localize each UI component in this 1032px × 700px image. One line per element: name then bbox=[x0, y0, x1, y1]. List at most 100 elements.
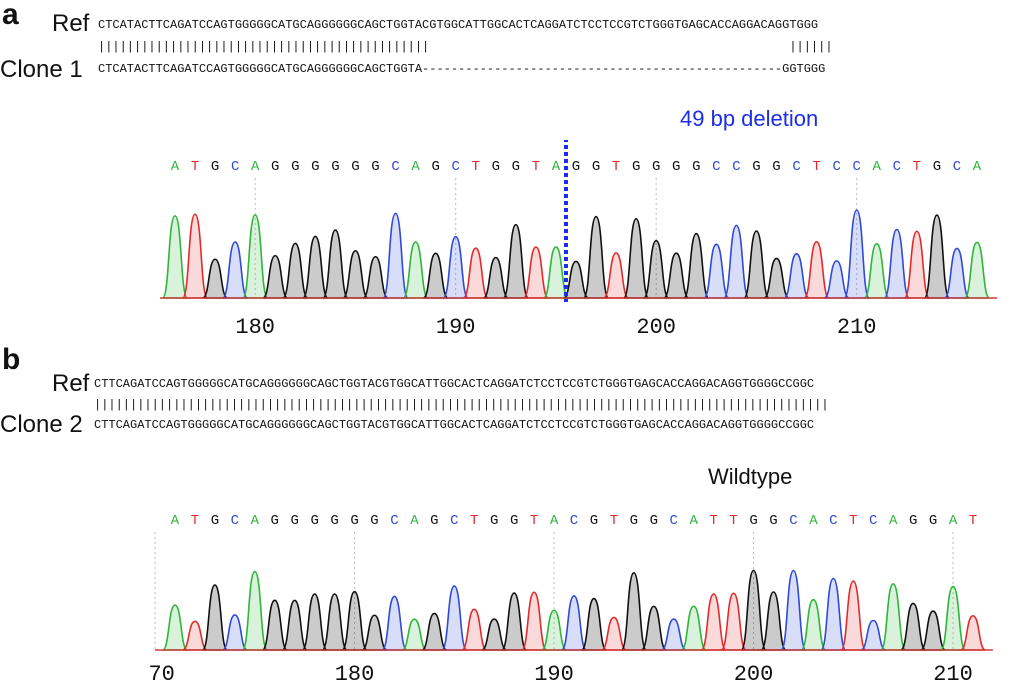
base-call-C: C bbox=[451, 159, 459, 175]
trace-peak-C bbox=[703, 243, 730, 299]
base-call-A: A bbox=[171, 513, 180, 529]
trace-peak-T bbox=[700, 593, 727, 651]
base-call-G: G bbox=[632, 159, 640, 175]
axis-tick-label: 170 bbox=[150, 662, 175, 687]
trace-peak-T bbox=[720, 592, 747, 651]
trace-peak-A bbox=[540, 609, 568, 651]
trace-peak-G bbox=[622, 217, 650, 299]
trace-peak-C bbox=[860, 619, 887, 651]
base-call-A: A bbox=[411, 159, 420, 175]
axis-tick-label: 180 bbox=[335, 662, 375, 687]
trace-peak-C bbox=[222, 614, 248, 651]
trace-peak-A bbox=[800, 598, 827, 651]
trace-peak-G bbox=[502, 223, 530, 299]
trace-peak-G bbox=[900, 602, 927, 651]
axis-tick-label: 210 bbox=[837, 315, 877, 340]
base-call-G: G bbox=[929, 513, 937, 529]
base-call-C: C bbox=[391, 159, 399, 175]
base-call-T: T bbox=[969, 513, 977, 529]
axis-tick-label: 180 bbox=[235, 315, 275, 340]
trace-peak-G bbox=[923, 214, 951, 299]
base-call-A: A bbox=[689, 513, 698, 529]
trace-peak-G bbox=[683, 232, 710, 299]
panel-b-letter: b bbox=[2, 343, 21, 376]
base-call-A: A bbox=[889, 513, 898, 529]
trace-peak-G bbox=[302, 235, 329, 299]
base-call-A: A bbox=[809, 513, 818, 529]
trace-peak-G bbox=[919, 610, 947, 651]
base-call-T: T bbox=[812, 159, 820, 175]
trace-peak-G bbox=[301, 593, 328, 651]
base-call-A: A bbox=[410, 513, 419, 529]
trace-peak-G bbox=[341, 590, 368, 651]
trace-peak-G bbox=[743, 230, 770, 299]
trace-peak-C bbox=[441, 585, 468, 651]
base-call-A: A bbox=[873, 159, 882, 175]
trace-peak-G bbox=[640, 605, 667, 651]
trace-peak-A bbox=[880, 583, 907, 651]
base-call-C: C bbox=[869, 513, 877, 529]
base-call-G: G bbox=[592, 159, 600, 175]
trace-peak-G bbox=[620, 572, 647, 651]
base-call-G: G bbox=[291, 159, 299, 175]
base-call-A: A bbox=[949, 513, 958, 529]
base-call-T: T bbox=[849, 513, 857, 529]
base-call-G: G bbox=[630, 513, 638, 529]
trace-peak-T bbox=[803, 240, 830, 299]
trace-peak-G bbox=[501, 592, 528, 651]
trace-peak-C bbox=[723, 224, 750, 299]
trace-peak-G bbox=[482, 256, 510, 299]
base-call-G: G bbox=[350, 513, 358, 529]
base-call-T: T bbox=[470, 513, 478, 529]
base-call-A: A bbox=[251, 513, 260, 529]
base-call-G: G bbox=[371, 159, 379, 175]
base-call-T: T bbox=[610, 513, 618, 529]
axis-tick-label: 210 bbox=[933, 662, 973, 687]
trace-peak-A bbox=[241, 214, 269, 299]
base-call-G: G bbox=[510, 513, 518, 529]
base-call-G: G bbox=[271, 513, 279, 529]
base-call-G: G bbox=[749, 513, 757, 529]
base-call-T: T bbox=[532, 159, 540, 175]
base-call-C: C bbox=[231, 513, 239, 529]
panel-b-clone-sequence: CTTCAGATCCAGTGGGGGCATGCAGGGGGGCAGCTGGTAC… bbox=[94, 418, 815, 432]
base-call-G: G bbox=[331, 159, 339, 175]
base-call-G: G bbox=[271, 159, 279, 175]
axis-tick-label: 200 bbox=[636, 315, 676, 340]
base-call-G: G bbox=[430, 513, 438, 529]
panel-a-clone-label: Clone 1 bbox=[0, 56, 83, 83]
base-call-G: G bbox=[772, 159, 780, 175]
base-call-C: C bbox=[852, 159, 860, 175]
trace-peak-C bbox=[221, 241, 249, 299]
panel-a-match-line: ||||||||||||||||||||||||||||||||||||||||… bbox=[98, 40, 833, 54]
base-call-G: G bbox=[211, 513, 219, 529]
base-call-A: A bbox=[550, 513, 559, 529]
trace-peak-A bbox=[680, 605, 707, 651]
base-call-C: C bbox=[231, 159, 239, 175]
trace-peak-C bbox=[783, 252, 810, 299]
trace-peak-G bbox=[481, 618, 507, 651]
trace-peak-A bbox=[401, 618, 428, 651]
trace-peak-G bbox=[740, 569, 767, 651]
trace-peak-C bbox=[382, 212, 409, 299]
base-call-C: C bbox=[670, 513, 678, 529]
base-call-G: G bbox=[572, 159, 580, 175]
base-call-T: T bbox=[191, 513, 199, 529]
panel-a-ref-sequence: CTCATACTTCAGATCCAGTGGGGGCATGCAGGGGGGCAGC… bbox=[98, 18, 819, 32]
base-call-C: C bbox=[893, 159, 901, 175]
axis-tick-label: 200 bbox=[734, 662, 774, 687]
trace-peak-T bbox=[601, 616, 627, 651]
trace-peak-G bbox=[262, 254, 289, 299]
trace-peak-A bbox=[963, 241, 991, 299]
trace-peak-G bbox=[642, 239, 670, 299]
trace-peak-C bbox=[660, 618, 687, 651]
trace-peak-G bbox=[580, 597, 608, 651]
trace-peak-T bbox=[520, 591, 548, 651]
panel-b-ref-label: Ref bbox=[52, 370, 90, 397]
trace-peak-T bbox=[461, 608, 488, 651]
trace-peak-A bbox=[161, 604, 189, 651]
panel-a-clone-sequence: CTCATACTTCAGATCCAGTGGGGGCATGCAGGGGGGCAGC… bbox=[98, 62, 826, 76]
trace-peak-C bbox=[823, 260, 850, 299]
base-call-G: G bbox=[492, 159, 500, 175]
